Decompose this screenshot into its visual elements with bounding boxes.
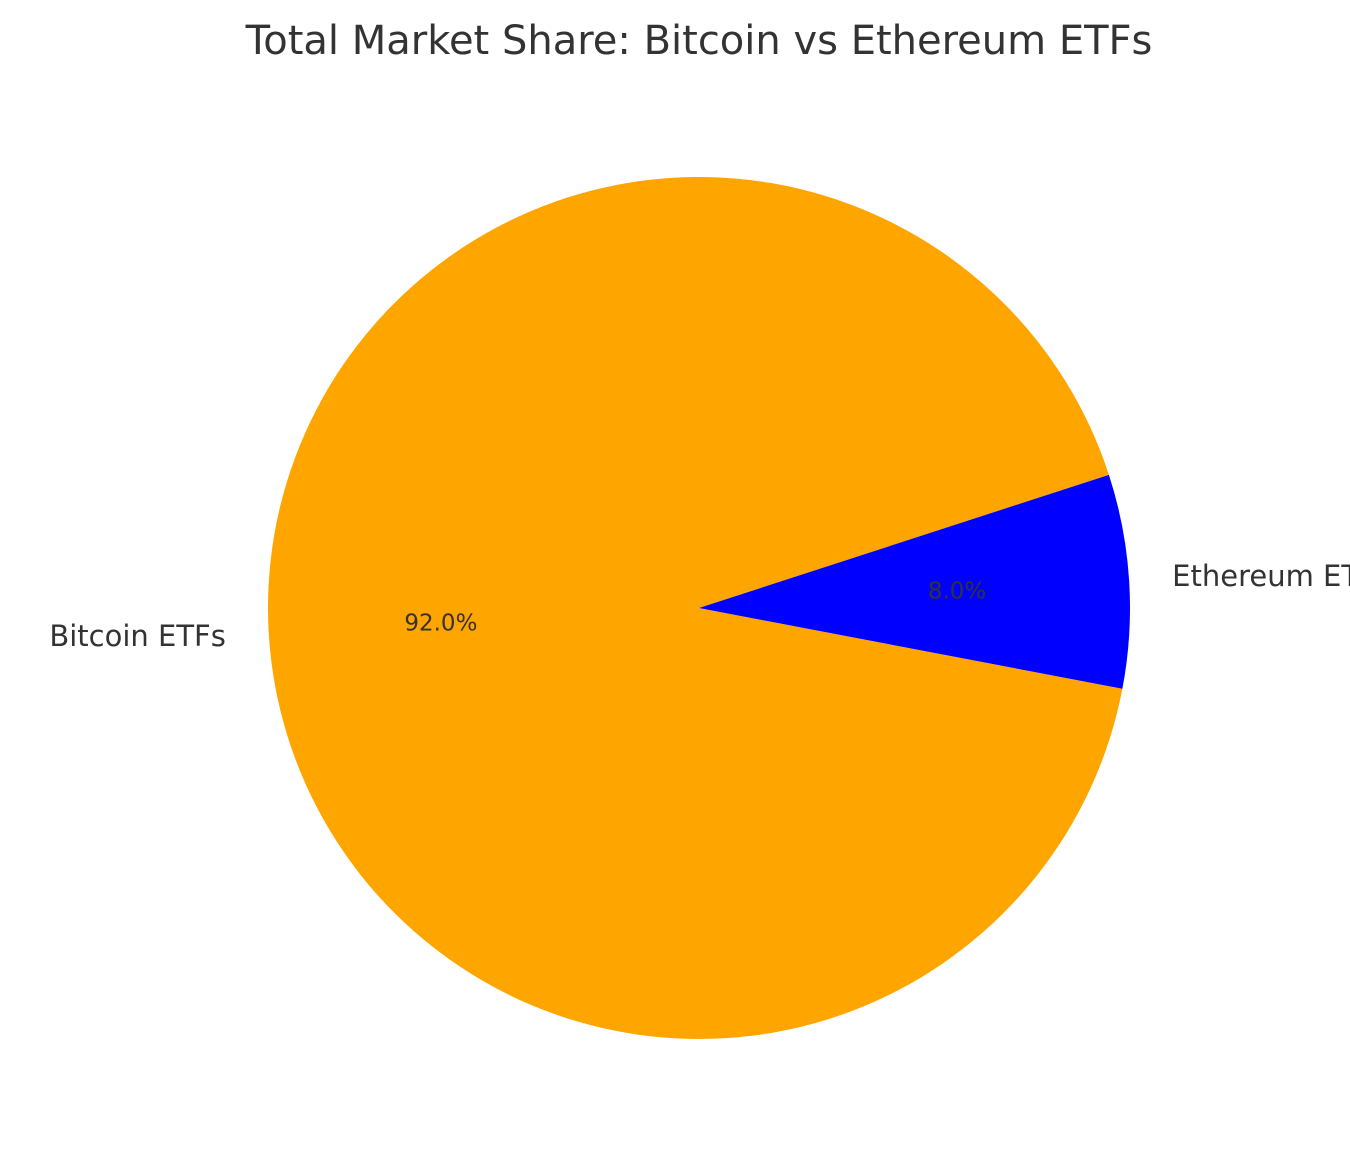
pie-slices: [267, 176, 1130, 1039]
slice-label: Ethereum ETFs: [1172, 559, 1350, 593]
slice-label: Bitcoin ETFs: [49, 619, 226, 653]
slice-percent-label: 8.0%: [928, 578, 986, 604]
pie-labels: Bitcoin ETFs 92.0% Ethereum ETFs 8.0%: [49, 559, 1350, 653]
slice-percent-label: 92.0%: [404, 611, 477, 637]
chart-title: Total Market Share: Bitcoin vs Ethereum …: [245, 18, 1153, 64]
pie-slice-bitcoin-etfs: [267, 176, 1123, 1039]
pie-slice-ethereum-etfs: [699, 474, 1130, 689]
